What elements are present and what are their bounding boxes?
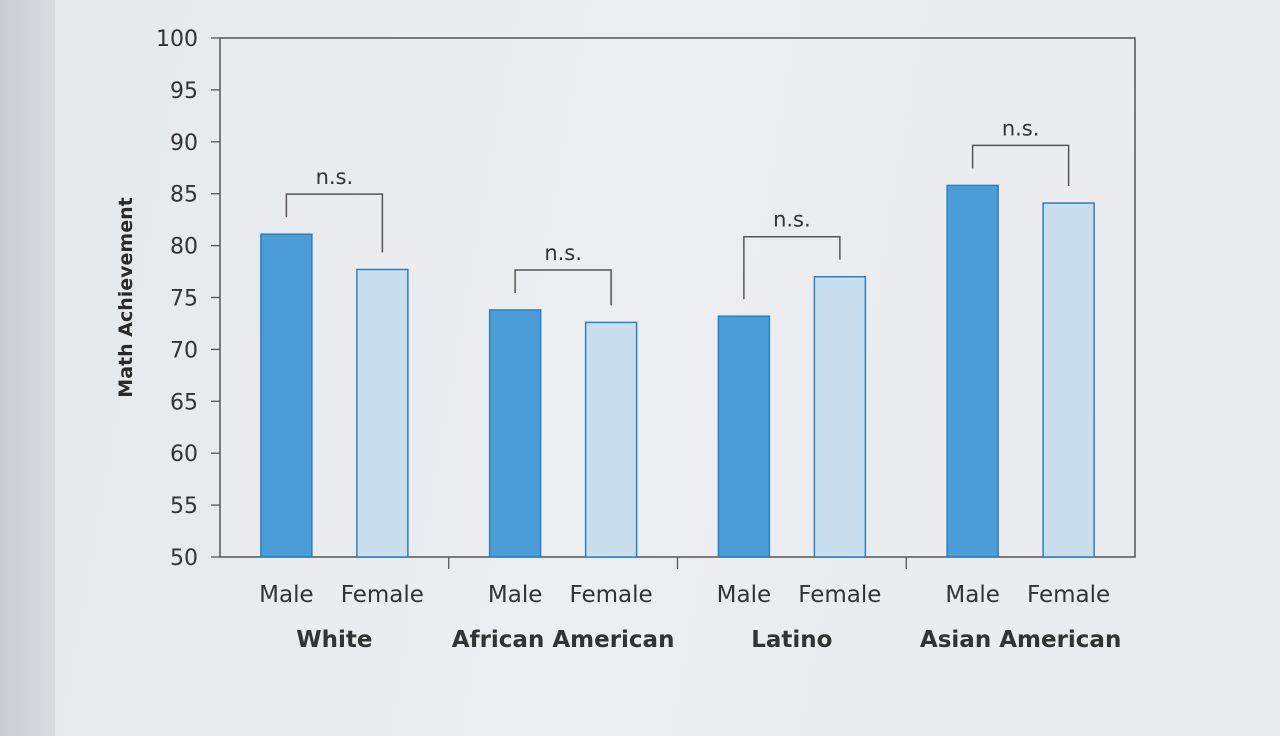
significance-label: n.s. [316, 165, 354, 189]
y-tick-label: 65 [170, 390, 198, 415]
x-bar-label: Male [488, 582, 542, 608]
significance-bracket [743, 235, 841, 300]
x-group-label: Latino [751, 627, 832, 653]
significance-bracket [514, 269, 612, 306]
x-bar-label: Female [570, 582, 653, 608]
x-group-label: Asian American [920, 627, 1121, 653]
x-bar-label: Female [341, 582, 424, 608]
x-bar-label: Female [798, 582, 881, 608]
y-tick-label: 85 [170, 183, 198, 208]
x-bar-label: Female [1027, 582, 1110, 608]
y-tick-label: 95 [170, 79, 198, 104]
significance-label: n.s. [773, 208, 811, 232]
y-tick-label: 100 [156, 27, 198, 52]
chart-annotations: n.s. n.s. n.s. n.s. [285, 116, 1070, 306]
y-tick-label: 80 [170, 235, 198, 260]
chart-axes: 50 55 60 65 70 75 80 85 90 95 100 Math Achievement [115, 27, 1136, 571]
bar-male [260, 233, 313, 558]
bar-male [488, 309, 542, 558]
bar-female [1042, 202, 1095, 558]
x-bar-label: Male [717, 582, 771, 608]
significance-bracket [285, 193, 384, 253]
significance-label: n.s. [544, 241, 582, 265]
chart-labels: Male Female White Male Female African America… [259, 582, 1121, 653]
bar-female [584, 321, 638, 558]
x-bar-label: Male [259, 582, 313, 608]
x-group-label: African American [452, 627, 675, 653]
significance-label: n.s. [1002, 116, 1040, 140]
significance-bracket [971, 144, 1070, 187]
bar-female [356, 268, 409, 558]
chart-bars [260, 184, 1095, 558]
y-tick-label: 55 [170, 494, 198, 519]
bar-male [717, 315, 771, 558]
bar-female [813, 275, 867, 558]
y-axis-label: Math Achievement [115, 197, 137, 397]
y-tick-label: 75 [170, 287, 198, 312]
y-tick-label: 90 [170, 131, 198, 156]
x-group-label: White [296, 627, 372, 653]
x-bar-label: Male [945, 582, 999, 608]
y-tick-label: 50 [170, 546, 198, 571]
y-tick-label: 60 [170, 442, 198, 467]
bar-male [946, 184, 999, 558]
y-tick-label: 70 [170, 338, 198, 363]
